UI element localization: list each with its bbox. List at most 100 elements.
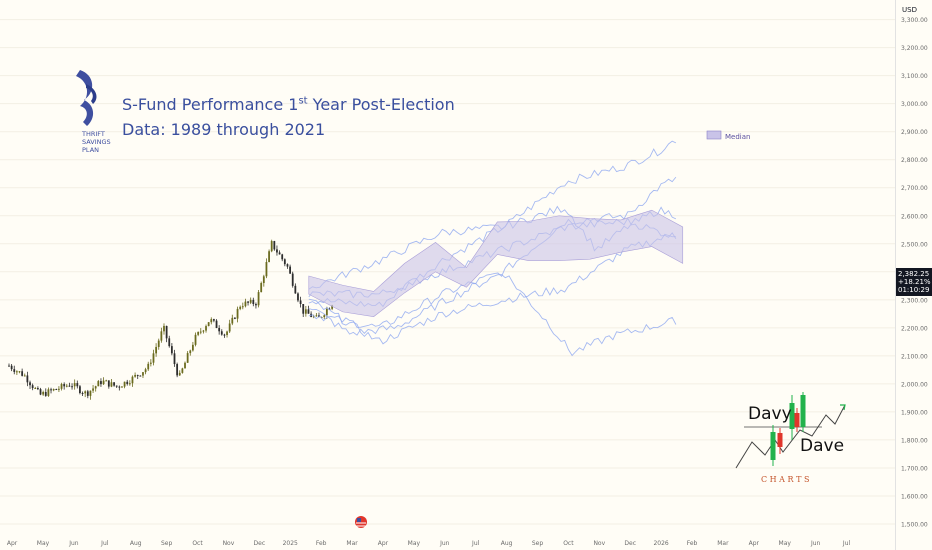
candle-body	[50, 389, 52, 391]
candle-body	[123, 381, 126, 387]
x-tick-label: Jul	[100, 540, 109, 547]
y-tick-label: 3,000.00	[901, 101, 928, 108]
analog-year-line	[308, 176, 677, 328]
candle-body	[155, 346, 158, 354]
y-tick-label: 2,900.00	[901, 129, 928, 136]
candle-body	[18, 371, 21, 373]
candle-body	[268, 251, 270, 263]
candle-body	[142, 372, 144, 376]
candle-body	[102, 380, 105, 385]
y-tick-label: 3,100.00	[901, 73, 928, 80]
last-price-value: 2,382.25	[898, 270, 930, 278]
y-tick-label: 2,200.00	[901, 325, 928, 332]
candle-body	[223, 334, 226, 336]
candle-body	[255, 304, 257, 306]
x-tick-label: Jun	[439, 540, 450, 547]
candle-body	[76, 383, 79, 387]
candles	[8, 239, 334, 400]
x-tick-label: Oct	[563, 540, 574, 547]
logo-text-1: THRIFT	[81, 130, 105, 138]
candle-body	[58, 388, 60, 390]
candle-body	[265, 262, 268, 277]
us-flag-event-icon[interactable]	[355, 516, 367, 528]
y-tick-label: 2,700.00	[901, 185, 928, 192]
candle-body	[113, 382, 115, 386]
candle-body	[331, 305, 334, 309]
candle-body	[173, 353, 176, 365]
candle-body	[71, 386, 73, 388]
candle-body	[252, 299, 255, 305]
candle-body	[131, 376, 134, 384]
x-tick-label: Apr	[378, 540, 389, 547]
candle-body	[249, 299, 252, 303]
candle-body	[184, 362, 186, 369]
x-tick-label: May	[779, 540, 792, 547]
candle-body	[115, 385, 118, 387]
price-axis: 1,500.00 1,600.00 1,700.00 1,800.00 1,900.00…	[901, 17, 928, 528]
x-tick-label: 2026	[653, 540, 668, 547]
candle-body	[21, 371, 24, 376]
candle-body	[165, 325, 168, 339]
y-tick-label: 2,300.00	[901, 297, 928, 304]
y-tick-label: 1,800.00	[901, 437, 928, 444]
candle-body	[39, 389, 42, 395]
last-price-change: +18.21%	[898, 278, 931, 286]
x-tick-label: Dec	[624, 540, 636, 547]
y-tick-label: 2,500.00	[901, 241, 928, 248]
x-tick-label: May	[37, 540, 50, 547]
candle-body	[134, 374, 136, 377]
candle-body	[94, 386, 97, 389]
last-price-label: 2,382.25 +18.21% 01:10:29	[896, 268, 932, 296]
currency-label[interactable]: USD	[902, 6, 917, 14]
candle-body	[260, 283, 263, 293]
candle-body	[289, 266, 291, 274]
candle-body	[176, 364, 179, 376]
y-tick-label: 2,800.00	[901, 157, 928, 164]
candle-body	[63, 384, 66, 387]
legend-median-swatch	[706, 130, 722, 140]
candle-body	[215, 320, 218, 329]
candle-body	[149, 362, 152, 364]
candle-body	[220, 331, 223, 335]
candle-body	[189, 350, 192, 354]
candle-body	[228, 323, 231, 332]
candle-body	[15, 371, 18, 373]
candle-body	[278, 252, 281, 255]
watermark-arrow-icon	[840, 404, 846, 411]
x-tick-label: Mar	[346, 540, 358, 547]
candle-body	[47, 389, 50, 396]
candle-body	[234, 317, 236, 319]
candle-body	[262, 276, 265, 284]
x-tick-label: 2025	[283, 540, 298, 547]
candle-body	[325, 308, 328, 316]
candle-body	[86, 391, 89, 396]
candle-body	[8, 365, 10, 367]
candle-body	[315, 315, 318, 317]
candle-body	[110, 382, 113, 387]
candle-body	[299, 300, 302, 305]
candle-body	[29, 382, 31, 386]
countdown-timer: 01:10:29	[898, 286, 930, 294]
candle-body	[168, 338, 171, 347]
chart-subtitle: Data: 1989 through 2021	[122, 120, 326, 139]
analog-year-line	[308, 274, 677, 357]
candle-body	[270, 241, 273, 252]
candle-body	[105, 380, 108, 382]
candle-body	[121, 386, 123, 388]
candle-body	[207, 322, 210, 327]
candle-body	[10, 365, 13, 370]
candle-body	[231, 317, 234, 324]
median-band-area	[308, 209, 684, 317]
candle-body	[191, 344, 194, 351]
legend-median-label: Median	[725, 133, 750, 141]
logo-text-3: PLAN	[82, 146, 99, 154]
candle-body	[213, 319, 215, 321]
eagle-icon	[76, 70, 94, 126]
davy-dave-charts-logo: Davy Dave C H A R T S	[735, 392, 846, 484]
candle-body	[286, 264, 289, 267]
candle-body	[157, 340, 160, 347]
candle-body	[147, 363, 150, 370]
candle-body	[136, 374, 139, 376]
